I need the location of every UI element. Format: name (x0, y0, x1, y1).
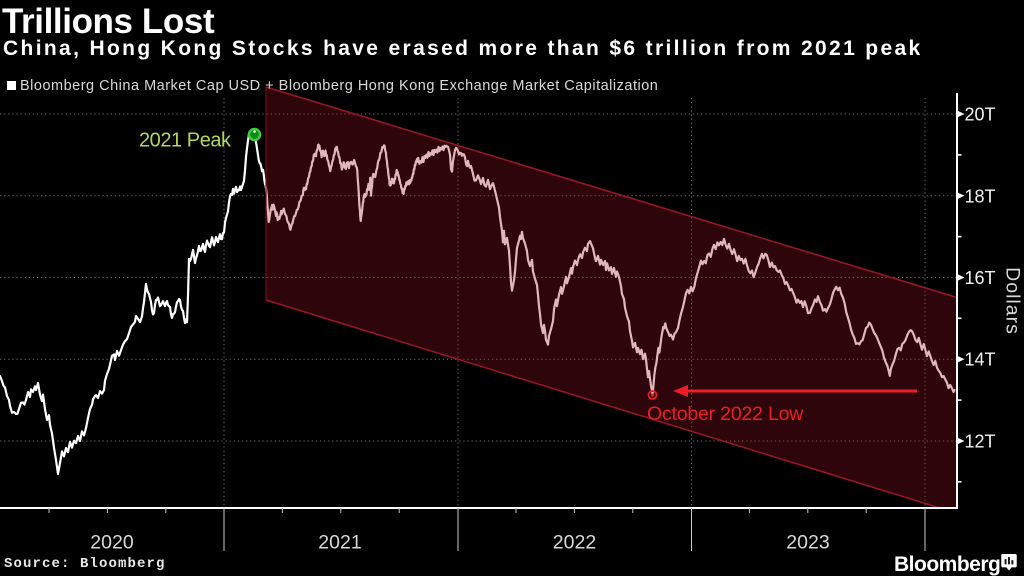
svg-text:October 2022 Low: October 2022 Low (647, 403, 804, 425)
svg-text:2022: 2022 (553, 532, 596, 554)
svg-text:2021 Peak: 2021 Peak (139, 130, 232, 152)
svg-text:Dollars: Dollars (1002, 267, 1024, 335)
svg-text:12T: 12T (965, 432, 996, 452)
svg-text:20T: 20T (965, 105, 996, 125)
svg-text:16T: 16T (965, 268, 996, 288)
svg-text:14T: 14T (965, 350, 996, 370)
svg-text:2023: 2023 (786, 532, 829, 554)
svg-text:2021: 2021 (318, 532, 361, 554)
svg-text:2020: 2020 (90, 532, 134, 554)
svg-text:18T: 18T (965, 186, 996, 206)
